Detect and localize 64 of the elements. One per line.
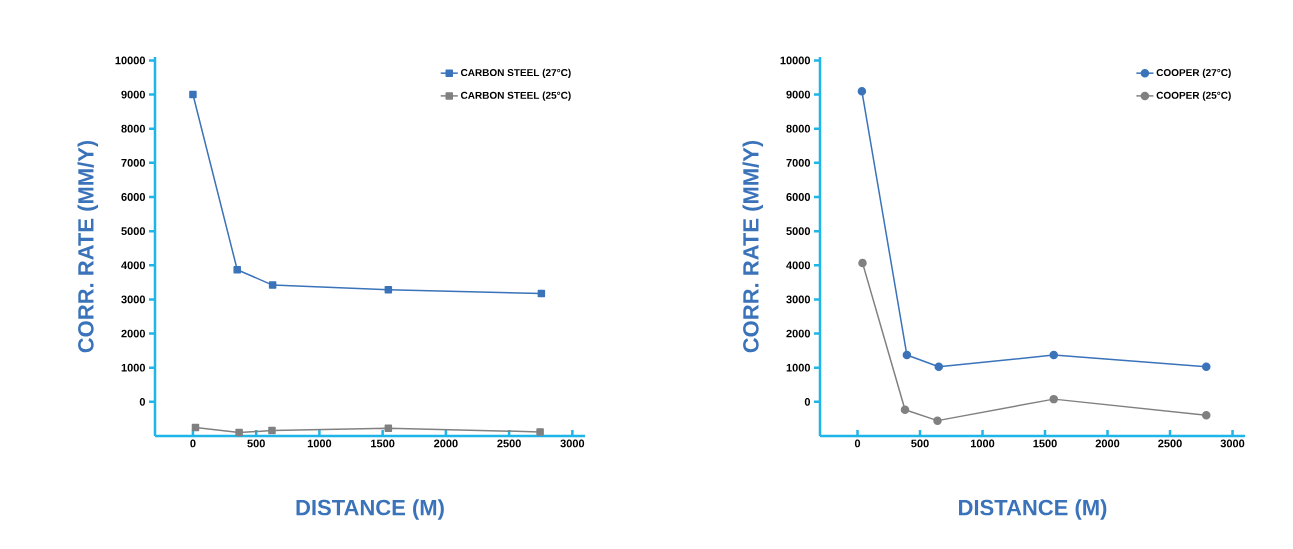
point [1202, 410, 1211, 420]
y-tick-label: 7000 [121, 158, 146, 167]
y-tick-label: 9000 [786, 90, 811, 99]
point [235, 428, 243, 437]
point [1049, 350, 1059, 360]
y-tick-label: 0 [139, 397, 146, 406]
y-tick-label: 7000 [786, 158, 811, 167]
x-tick-label: 1500 [1033, 439, 1057, 448]
y-tick-label: 2000 [121, 329, 146, 338]
y-tick-label: 5000 [121, 227, 146, 236]
x-tick-label: 1500 [371, 439, 395, 448]
y-tick-label: 8000 [786, 124, 811, 133]
legend-label: COOPER (25°C) [1156, 91, 1231, 101]
y-tick-label: 4000 [786, 261, 811, 270]
y-tick-label: 6000 [786, 193, 811, 201]
y-tick-label: 6000 [121, 193, 146, 201]
legend-label: CARBON STEEL (27°C) [460, 68, 571, 79]
point [933, 416, 942, 425]
x-tick-label: 3000 [1220, 439, 1245, 448]
point [189, 90, 197, 99]
y-tick-label: 3000 [121, 295, 146, 304]
point [536, 428, 544, 436]
point [233, 265, 241, 274]
y-axis-title: CORR. RATE (MM/Y) [77, 140, 99, 353]
y-tick-label: 9000 [121, 90, 146, 99]
legend-label: COOPER (27°C) [1156, 68, 1231, 79]
x-axis-title: DISTANCE (M) [959, 499, 1107, 520]
y-tick-label: 2000 [786, 329, 811, 338]
y-tick-label: 5000 [786, 227, 811, 236]
x-tick-label: 3000 [560, 439, 585, 448]
x-tick-label: 2500 [497, 439, 521, 448]
point [857, 86, 867, 96]
x-tick-label: 500 [247, 439, 265, 448]
point [384, 286, 393, 294]
point [191, 423, 200, 432]
y-tick-label: 1000 [786, 363, 811, 372]
point [902, 350, 912, 360]
point [1202, 362, 1211, 371]
y-axis-title: CORR. RATE (MM/Y) [742, 140, 764, 353]
point [934, 362, 944, 371]
x-tick-label: 0 [190, 439, 196, 448]
y-tick-label: 4000 [121, 261, 146, 270]
point [268, 426, 276, 435]
y-tick-label: 1000 [121, 363, 146, 372]
x-tick-label: 1000 [970, 439, 995, 448]
x-axis-title: DISTANCE (M) [296, 499, 444, 520]
x-tick-label: 1000 [307, 439, 332, 448]
y-tick-label: 10000 [115, 56, 145, 65]
y-tick-label: 3000 [786, 295, 811, 304]
x-tick-label: 500 [911, 439, 929, 448]
point [384, 424, 393, 432]
x-tick-label: 2000 [1095, 439, 1120, 448]
y-tick-label: 10000 [780, 56, 811, 65]
y-tick-label: 8000 [121, 124, 146, 133]
x-tick-label: 2500 [1158, 439, 1182, 448]
y-tick-label: 0 [804, 397, 811, 406]
x-tick-label: 2000 [434, 439, 458, 448]
point [900, 405, 910, 414]
point [268, 281, 277, 289]
point [1049, 394, 1059, 404]
point [537, 289, 546, 298]
legend-label: CARBON STEEL (25°C) [460, 91, 571, 101]
point [858, 258, 867, 268]
x-tick-label: 0 [854, 439, 861, 448]
